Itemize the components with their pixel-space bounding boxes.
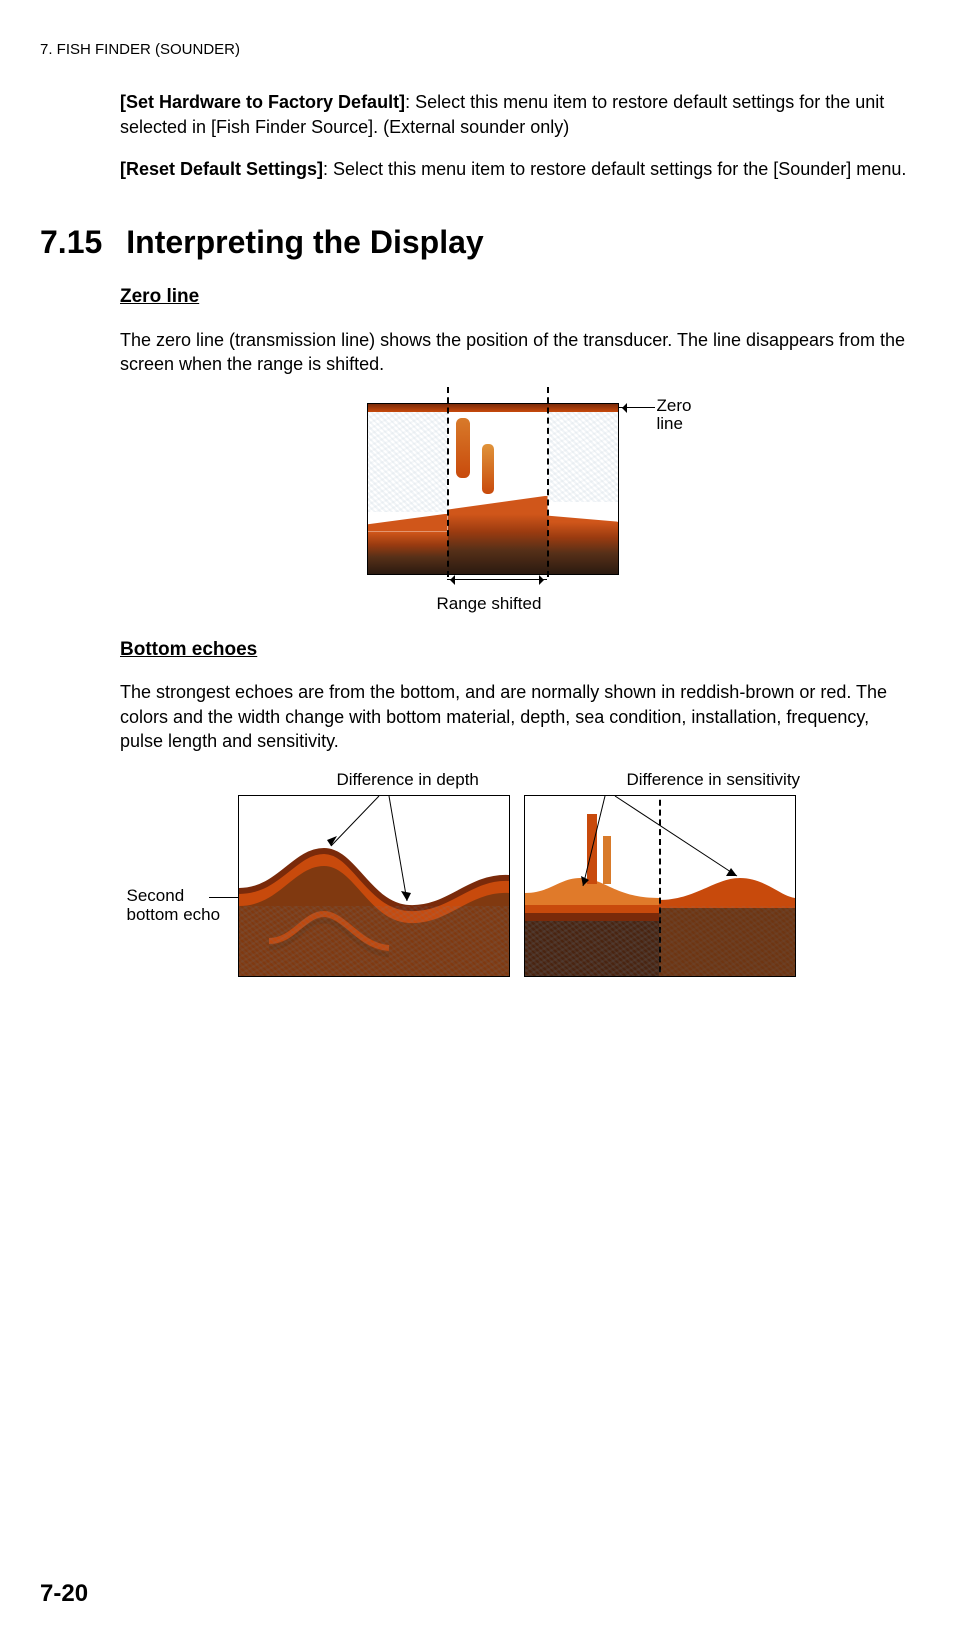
fish-target [482, 444, 494, 494]
sounder-panel-sensitivity [524, 795, 796, 977]
callout-arrows [239, 796, 509, 976]
range-arrow [447, 579, 547, 580]
bold-term: [Reset Default Settings] [120, 159, 323, 179]
fish-target [456, 418, 470, 478]
section-number: 7.15 [40, 221, 102, 264]
bottom-tail-right [548, 522, 618, 574]
bottom-tail-left [368, 532, 448, 574]
figure-bottom-echoes: Difference in depth Difference in sensit… [127, 769, 907, 977]
sounder-panel-depth [238, 795, 510, 977]
bottom-echo-mid [448, 496, 548, 516]
paragraph-reset-default: [Reset Default Settings]: Select this me… [120, 157, 913, 181]
subheading-zero-line: Zero line [120, 284, 913, 310]
zero-line-text: The zero line (transmission line) shows … [120, 328, 913, 377]
noise [548, 412, 618, 502]
dashed-divider [547, 387, 549, 577]
zero-line-echo [368, 404, 618, 412]
dashed-divider [447, 387, 449, 577]
sounder-panel [367, 403, 619, 575]
noise [368, 412, 448, 512]
zero-line-label: Zero line [657, 397, 692, 434]
paragraph-hardware-default: [Set Hardware to Factory Default]: Selec… [120, 90, 913, 139]
section-title: Interpreting the Display [126, 221, 483, 264]
paragraph-text: : Select this menu item to restore defau… [323, 159, 906, 179]
callout-arrows [525, 796, 795, 976]
bottom-echo-right [548, 504, 618, 524]
range-shifted-label: Range shifted [437, 593, 542, 616]
bold-term: [Set Hardware to Factory Default] [120, 92, 405, 112]
figure-zero-line: Range shifted Zero line [317, 393, 717, 613]
bottom-echoes-text: The strongest echoes are from the bottom… [120, 680, 913, 753]
callout-arrow [619, 407, 655, 408]
bottom-echo-left [368, 514, 448, 532]
page-number: 7-20 [40, 1578, 88, 1610]
page-header: 7. FISH FINDER (SOUNDER) [40, 40, 913, 60]
subheading-bottom-echoes: Bottom echoes [120, 637, 913, 663]
bottom-tail-mid [448, 514, 548, 574]
